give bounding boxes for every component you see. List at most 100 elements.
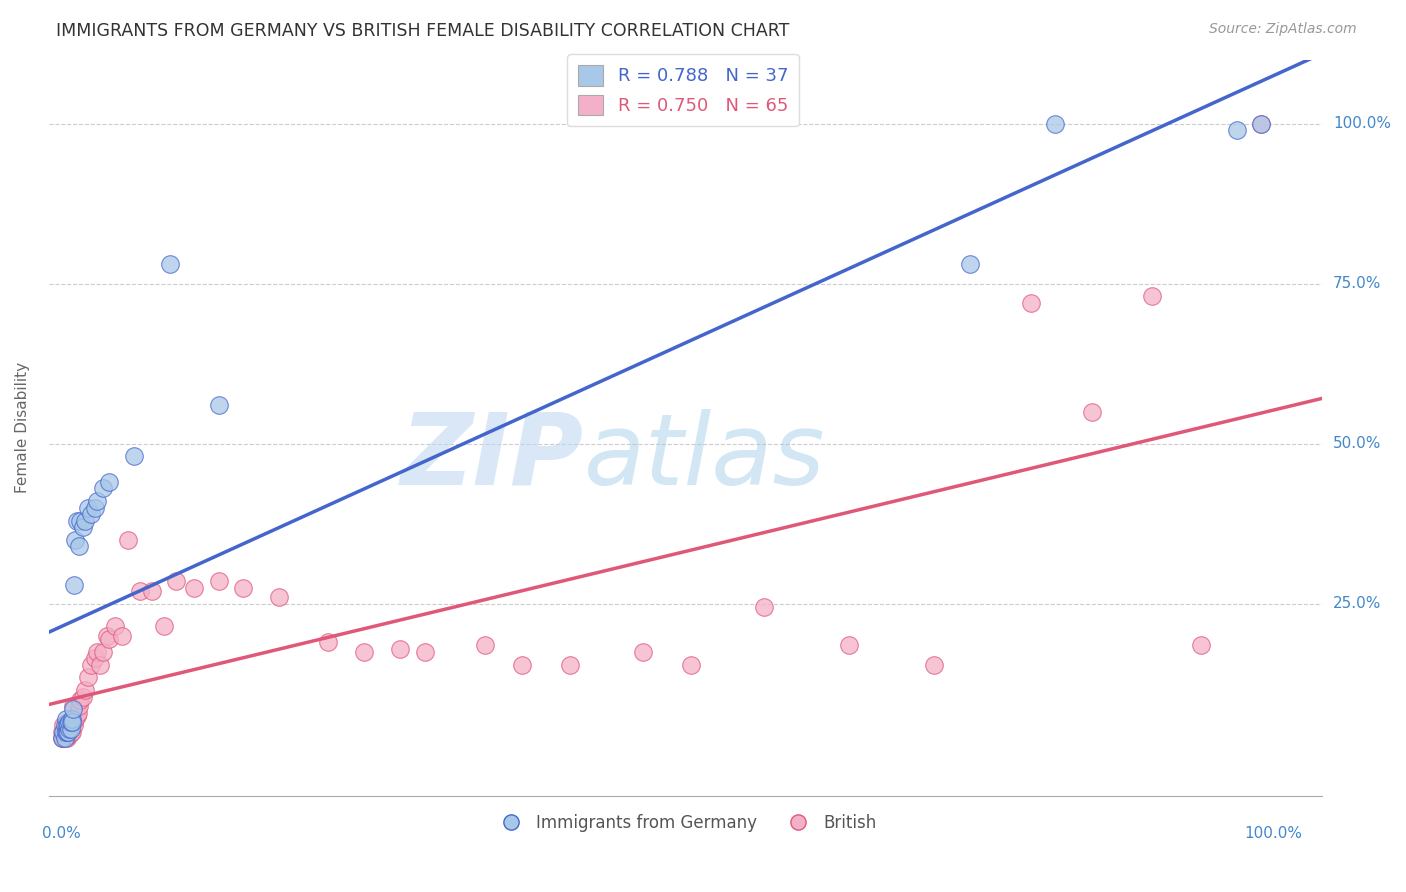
Text: ZIP: ZIP xyxy=(401,409,583,506)
Point xyxy=(1189,638,1212,652)
Point xyxy=(69,692,91,706)
Point xyxy=(80,657,103,672)
Point xyxy=(96,629,118,643)
Point xyxy=(62,702,84,716)
Point xyxy=(67,699,90,714)
Text: 50.0%: 50.0% xyxy=(1333,436,1381,451)
Point xyxy=(91,482,114,496)
Point xyxy=(232,581,254,595)
Point xyxy=(58,718,80,732)
Point xyxy=(69,514,91,528)
Point xyxy=(63,718,86,732)
Y-axis label: Female Disability: Female Disability xyxy=(15,362,30,493)
Point xyxy=(83,500,105,515)
Text: 0.0%: 0.0% xyxy=(42,826,80,841)
Point xyxy=(51,724,73,739)
Point xyxy=(51,731,73,746)
Point xyxy=(98,475,121,489)
Point xyxy=(153,619,176,633)
Point xyxy=(76,670,98,684)
Point xyxy=(56,724,79,739)
Point xyxy=(67,539,90,553)
Point xyxy=(104,619,127,633)
Point xyxy=(1250,117,1272,131)
Point xyxy=(51,731,73,746)
Point xyxy=(55,712,77,726)
Point xyxy=(65,533,87,547)
Point xyxy=(86,494,108,508)
Point xyxy=(207,574,229,589)
Point xyxy=(52,731,75,746)
Point xyxy=(474,638,496,652)
Point xyxy=(66,708,89,723)
Point xyxy=(56,722,79,736)
Text: 25.0%: 25.0% xyxy=(1333,596,1381,611)
Point xyxy=(60,715,83,730)
Point xyxy=(1019,296,1042,310)
Point xyxy=(269,591,291,605)
Point xyxy=(55,728,77,742)
Legend: Immigrants from Germany, British: Immigrants from Germany, British xyxy=(488,807,883,839)
Point xyxy=(122,450,145,464)
Point xyxy=(59,715,82,730)
Point xyxy=(62,715,84,730)
Point xyxy=(52,724,75,739)
Point xyxy=(1140,289,1163,303)
Point xyxy=(80,507,103,521)
Point xyxy=(72,690,94,704)
Point xyxy=(959,257,981,271)
Point xyxy=(58,722,80,736)
Point xyxy=(91,645,114,659)
Point xyxy=(66,706,89,720)
Point xyxy=(53,731,76,746)
Point xyxy=(65,712,87,726)
Text: 75.0%: 75.0% xyxy=(1333,277,1381,291)
Point xyxy=(56,724,79,739)
Point xyxy=(98,632,121,646)
Point xyxy=(141,583,163,598)
Point xyxy=(76,500,98,515)
Point xyxy=(53,731,76,746)
Point xyxy=(56,731,79,746)
Point xyxy=(510,657,533,672)
Point xyxy=(56,728,79,742)
Point xyxy=(128,583,150,598)
Point xyxy=(58,728,80,742)
Point xyxy=(631,645,654,659)
Point xyxy=(72,520,94,534)
Point xyxy=(75,683,97,698)
Point xyxy=(1043,117,1066,131)
Point xyxy=(53,722,76,736)
Point xyxy=(89,657,111,672)
Point xyxy=(353,645,375,659)
Point xyxy=(159,257,181,271)
Point xyxy=(1250,117,1272,131)
Point xyxy=(66,514,89,528)
Text: 100.0%: 100.0% xyxy=(1244,826,1302,841)
Point xyxy=(83,651,105,665)
Text: 100.0%: 100.0% xyxy=(1333,116,1391,131)
Point xyxy=(56,724,79,739)
Point xyxy=(60,724,83,739)
Point xyxy=(55,722,77,736)
Point xyxy=(62,699,84,714)
Point xyxy=(55,724,77,739)
Text: Source: ZipAtlas.com: Source: ZipAtlas.com xyxy=(1209,22,1357,37)
Point xyxy=(60,712,83,726)
Point xyxy=(58,715,80,730)
Point xyxy=(117,533,139,547)
Point xyxy=(183,581,205,595)
Text: IMMIGRANTS FROM GERMANY VS BRITISH FEMALE DISABILITY CORRELATION CHART: IMMIGRANTS FROM GERMANY VS BRITISH FEMAL… xyxy=(56,22,790,40)
Point xyxy=(56,718,79,732)
Point xyxy=(316,635,339,649)
Point xyxy=(1080,405,1102,419)
Point xyxy=(59,724,82,739)
Point xyxy=(752,599,775,614)
Point xyxy=(53,718,76,732)
Point xyxy=(207,398,229,412)
Point xyxy=(56,715,79,730)
Point xyxy=(110,629,132,643)
Point xyxy=(838,638,860,652)
Point xyxy=(165,574,187,589)
Point xyxy=(1226,123,1249,137)
